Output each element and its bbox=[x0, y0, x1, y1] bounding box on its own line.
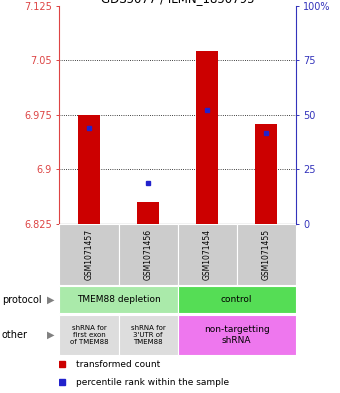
Bar bbox=[255, 124, 277, 224]
Bar bbox=[78, 115, 100, 224]
Text: GSM1071454: GSM1071454 bbox=[203, 229, 212, 280]
Text: GSM1071456: GSM1071456 bbox=[143, 229, 153, 280]
Bar bbox=[177, 286, 296, 313]
Text: shRNA for
3'UTR of
TMEM88: shRNA for 3'UTR of TMEM88 bbox=[131, 325, 166, 345]
Bar bbox=[59, 224, 119, 285]
Bar bbox=[59, 286, 177, 313]
Bar bbox=[177, 315, 296, 355]
Bar bbox=[237, 224, 296, 285]
Bar bbox=[119, 315, 177, 355]
Text: control: control bbox=[221, 295, 253, 304]
Text: GSM1071457: GSM1071457 bbox=[85, 229, 94, 280]
Text: ▶: ▶ bbox=[47, 295, 55, 305]
Text: other: other bbox=[2, 330, 28, 340]
Text: TMEM88 depletion: TMEM88 depletion bbox=[77, 295, 160, 304]
Text: percentile rank within the sample: percentile rank within the sample bbox=[76, 378, 229, 387]
Text: ▶: ▶ bbox=[47, 330, 55, 340]
Text: protocol: protocol bbox=[2, 295, 41, 305]
Text: non-targetting
shRNA: non-targetting shRNA bbox=[204, 325, 270, 345]
Title: GDS5077 / ILMN_1850795: GDS5077 / ILMN_1850795 bbox=[101, 0, 254, 5]
Bar bbox=[177, 224, 237, 285]
Bar bbox=[59, 315, 119, 355]
Bar bbox=[137, 202, 159, 224]
Text: transformed count: transformed count bbox=[76, 360, 160, 369]
Text: GSM1071455: GSM1071455 bbox=[262, 229, 271, 280]
Text: shRNA for
first exon
of TMEM88: shRNA for first exon of TMEM88 bbox=[70, 325, 108, 345]
Bar bbox=[119, 224, 177, 285]
Bar bbox=[196, 51, 218, 224]
